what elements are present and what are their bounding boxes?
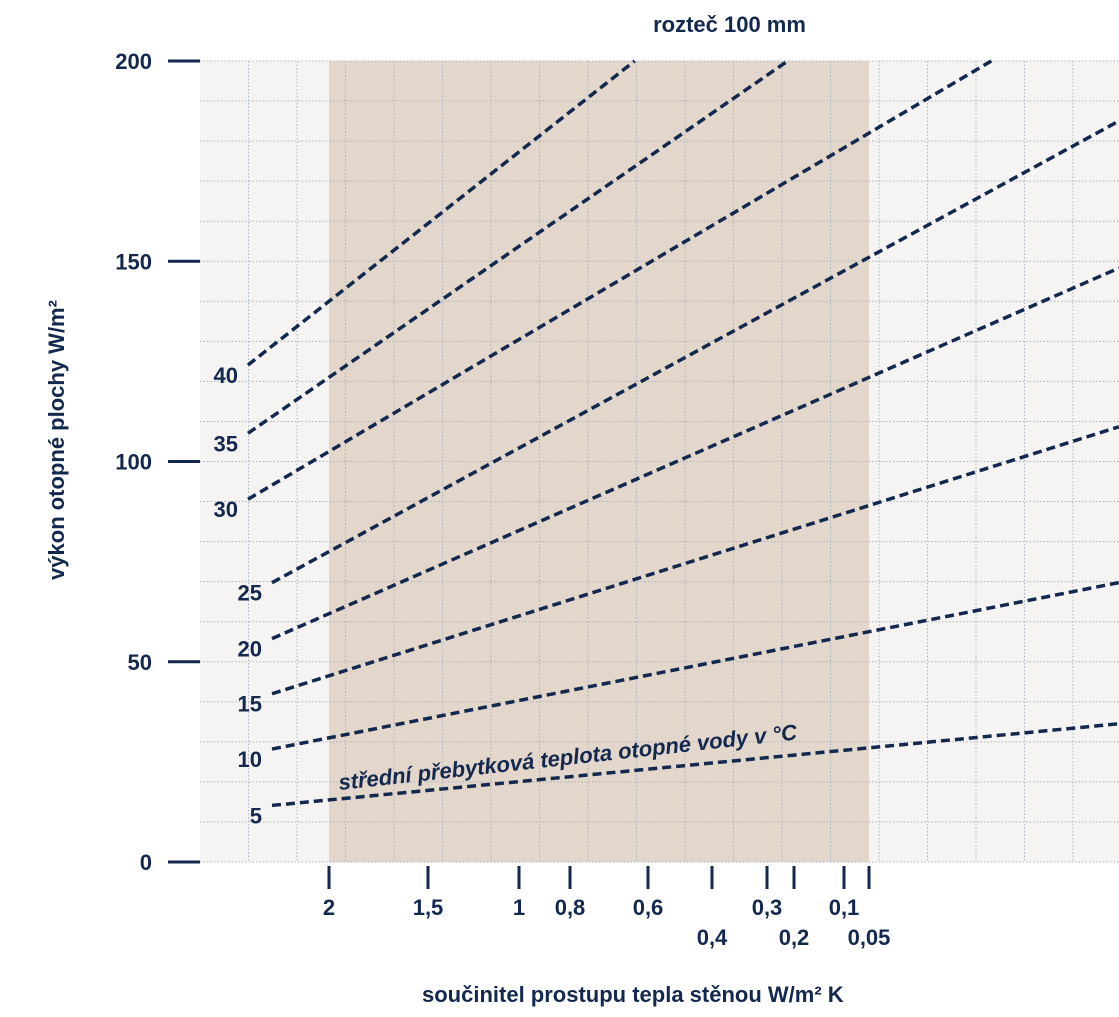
series-line-5 [271,722,1119,808]
series-line-20 [271,266,1119,641]
x-tick-label: 1 [513,895,525,920]
x-tick-label: 2 [323,895,335,920]
x-tick-label: 1,5 [413,895,444,920]
series-line-25 [271,119,1119,585]
series-label-10: 10 [238,747,262,772]
x-tick-label: 0,3 [752,895,783,920]
series-label-40: 40 [214,363,238,388]
x-tick-label: 0,8 [555,895,586,920]
y-tick-label: 50 [128,650,152,675]
y-tick-label: 150 [115,249,152,274]
x-tick-label: 0,4 [697,925,728,950]
x-tick-label: 0,05 [848,925,891,950]
y-axis-label: výkon otopné plochy W/m² [44,300,69,580]
y-tick-label: 200 [115,49,152,74]
x-tick-label: 0,2 [779,925,810,950]
series-line-10 [271,580,1119,751]
chart-title: rozteč 100 mm [653,12,806,37]
series-label-5: 5 [250,803,262,828]
series-line-15 [271,425,1119,696]
series-line-40 [246,59,636,367]
series-label-15: 15 [238,692,262,717]
series-label-25: 25 [238,581,262,606]
y-tick-label: 0 [140,850,152,875]
x-tick-label: 0,6 [633,895,664,920]
x-tick-label: 0,1 [829,895,860,920]
series-label-35: 35 [214,431,238,456]
series-line-35 [247,59,789,435]
y-tick-label: 100 [115,450,152,475]
series-label-30: 30 [214,497,238,522]
series-label-20: 20 [238,637,262,662]
x-axis-label: součinitel prostupu tepla stěnou W/m² K [422,982,844,1007]
series-line-30 [247,59,993,501]
